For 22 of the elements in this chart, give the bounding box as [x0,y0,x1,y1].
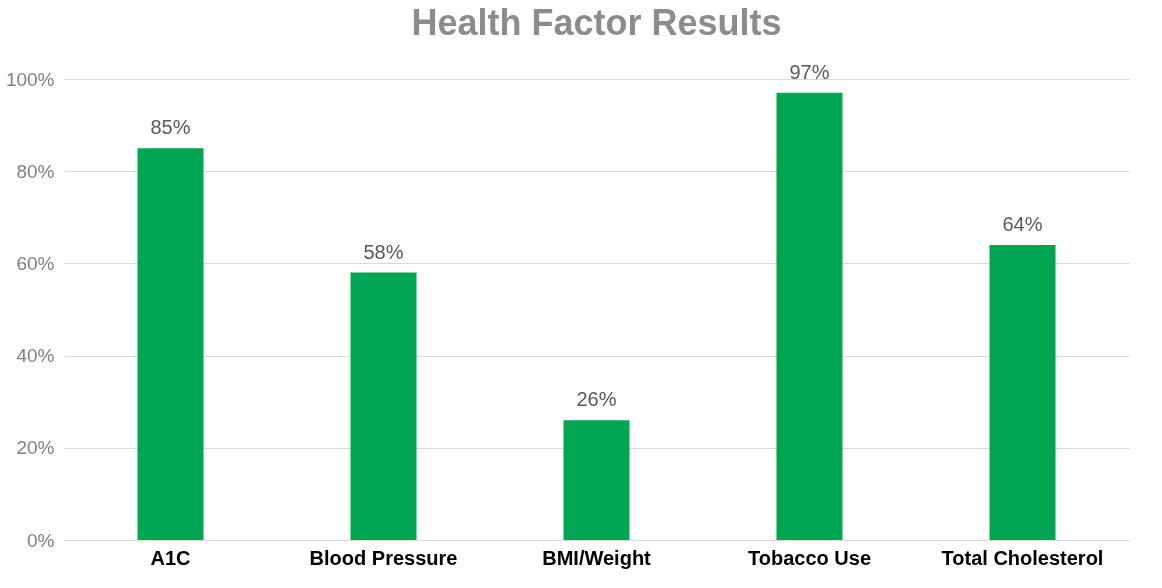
x-tick-label: Blood Pressure [309,546,458,569]
x-tick-label: A1C [150,546,191,569]
y-tick-label: 20% [16,437,55,459]
y-tick-label: 60% [16,252,55,274]
bar [137,148,204,540]
x-tick-label: BMI/Weight [542,546,652,569]
bar [350,272,417,540]
y-tick-label: 100% [5,68,55,90]
bar [563,420,630,540]
x-tick-label: Tobacco Use [748,546,871,569]
chart-title: Health Factor Results [411,1,782,43]
data-label: 58% [363,240,404,263]
bar [989,244,1056,540]
data-label: 64% [1002,212,1043,235]
data-label: 26% [576,388,617,411]
y-tick-label: 40% [16,345,55,367]
x-tick-label: Total Cholesterol [941,546,1104,569]
y-tick-label: 80% [16,160,55,182]
data-label: 97% [789,60,830,83]
y-tick-label: 0% [27,529,55,551]
bar [776,92,843,540]
data-label: 85% [150,116,191,139]
